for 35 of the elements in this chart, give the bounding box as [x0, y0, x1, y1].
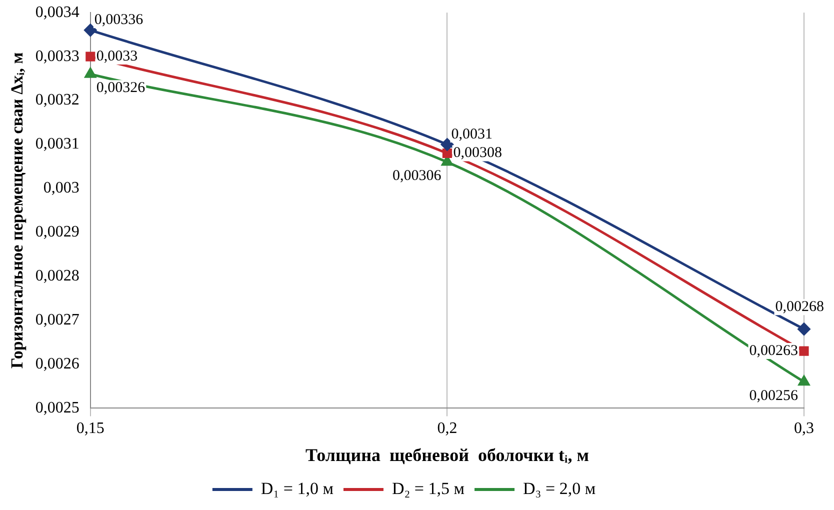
data-label: 0,00268	[775, 299, 824, 316]
y-axis-title: Горизонтальное перемещение сваи Δxᵢ, м	[8, 52, 27, 368]
y-tick-label: 0,0031	[35, 136, 80, 153]
data-label: 0,00306	[392, 168, 442, 184]
data-label: 0,0033	[96, 48, 138, 64]
x-tick-label: 0,15	[76, 420, 104, 438]
x-axis-title: Толщина щебневой оболочки tᵢ, м	[305, 444, 589, 465]
y-tick-label: 0,0026	[35, 355, 80, 372]
x-tick-label: 0,2	[437, 420, 458, 438]
data-label: 0,00308	[453, 145, 502, 162]
y-tick-label: 0,0025	[35, 399, 80, 416]
y-tick-label: 0,0032	[35, 92, 80, 109]
y-tick-label: 0,0033	[35, 48, 80, 65]
y-tick-label: 0,003	[43, 180, 80, 197]
data-label: 0,00256	[749, 388, 798, 404]
point	[84, 68, 96, 78]
y-tick-label: 0,0029	[35, 224, 80, 241]
legend-label: D₃ = 2,0 м	[523, 478, 596, 498]
legend-label: D₁ = 1,0 м	[260, 478, 334, 498]
data-label: 0,00336	[94, 12, 144, 28]
y-tick-label: 0,0028	[35, 268, 80, 285]
point	[798, 322, 810, 336]
data-label: 0,00326	[96, 80, 146, 96]
point	[798, 376, 810, 386]
point	[799, 346, 809, 356]
point	[442, 148, 452, 158]
data-label: 0,00263	[749, 342, 798, 359]
data-label: 0,0031	[451, 126, 492, 142]
y-tick-label: 0,0034	[35, 4, 80, 21]
y-tick-label: 0,0027	[35, 311, 80, 328]
legend-label: D₂ = 1,5 м	[392, 478, 465, 498]
point	[440, 138, 454, 151]
point	[86, 52, 96, 62]
x-tick-label: 0,3	[794, 420, 814, 438]
point	[84, 24, 97, 36]
